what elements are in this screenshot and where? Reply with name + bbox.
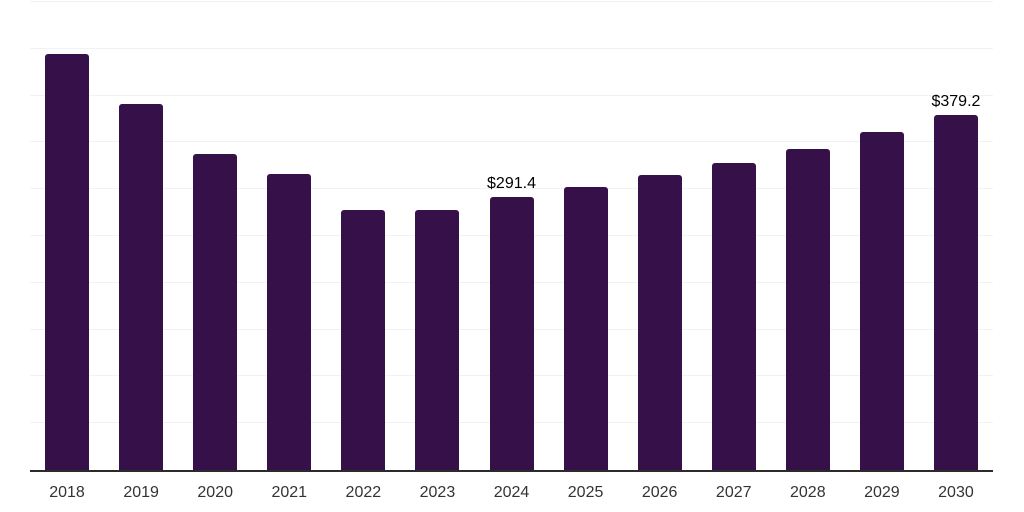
gridline <box>30 94 993 96</box>
x-axis-tick-label: 2028 <box>790 484 826 501</box>
bar-value-label: $291.4 <box>487 175 536 193</box>
x-axis-tick-label: 2019 <box>123 484 159 501</box>
bar[interactable] <box>341 210 386 470</box>
bar[interactable] <box>785 148 830 470</box>
bar[interactable] <box>267 173 312 470</box>
x-axis-tick-label: 2030 <box>938 484 974 501</box>
x-axis-tick-label: 2025 <box>567 484 604 501</box>
x-axis-tick-label: 2023 <box>419 484 456 501</box>
gridline <box>30 188 993 190</box>
gridline <box>30 47 993 49</box>
x-axis-tick-label: 2018 <box>49 484 85 501</box>
x-axis-tick-label: 2026 <box>641 484 678 501</box>
x-axis-tick-label: 2020 <box>197 484 233 501</box>
bar[interactable] <box>415 209 460 470</box>
plot-area: $291.4 $379.2 <box>30 1 993 470</box>
bar[interactable] <box>119 104 164 470</box>
x-axis-tick-label: 2021 <box>271 484 308 501</box>
x-axis-tick-label: 2029 <box>864 484 900 501</box>
bar[interactable] <box>563 186 608 470</box>
bar[interactable] <box>859 132 904 470</box>
bar[interactable] <box>489 197 534 470</box>
x-axis-labels: 2018 2019 2020 2021 2022 2023 2024 2025 2026 2027… <box>30 484 993 504</box>
x-axis-tick-label: 2022 <box>345 484 382 501</box>
gridline <box>30 141 993 143</box>
bar[interactable] <box>711 163 756 470</box>
bar[interactable] <box>637 174 682 470</box>
bar[interactable] <box>193 153 238 470</box>
x-axis-tick-label: 2024 <box>493 484 530 501</box>
bar-value-label: $379.2 <box>931 93 981 111</box>
bar[interactable] <box>45 53 90 470</box>
x-axis-line <box>30 470 993 472</box>
gridline <box>30 1 993 2</box>
x-axis-tick-label: 2027 <box>715 484 752 501</box>
bar[interactable] <box>933 115 978 470</box>
